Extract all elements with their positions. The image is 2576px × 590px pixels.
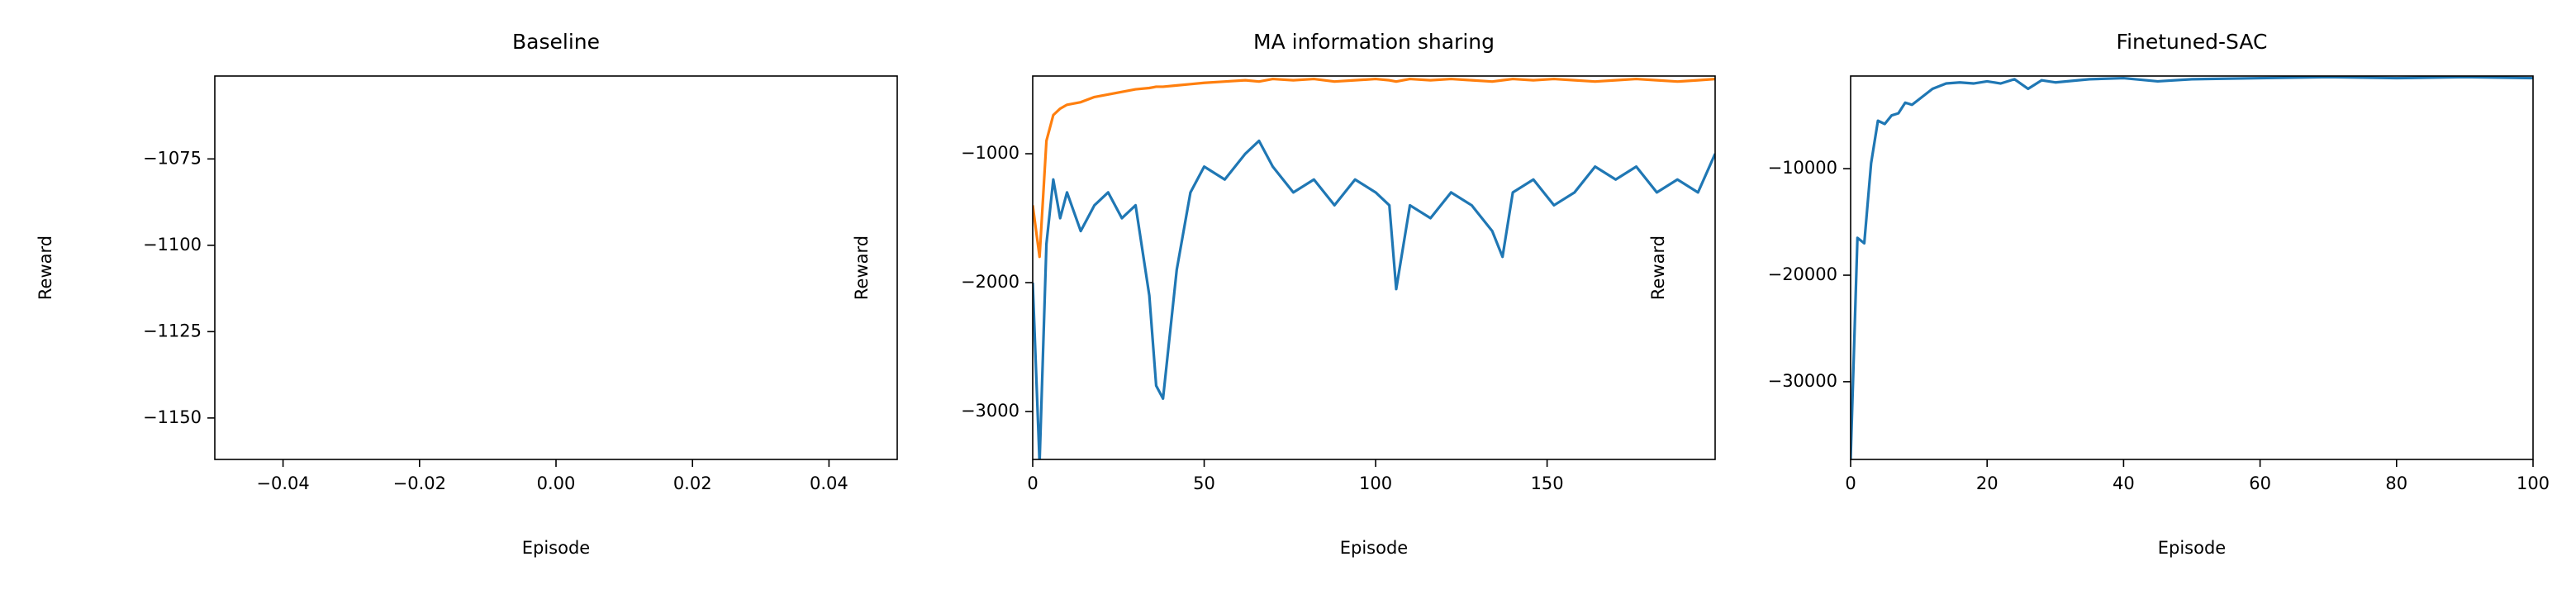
y-tick-label: −1125 bbox=[143, 321, 202, 340]
y-tick-label: −3000 bbox=[961, 401, 1019, 421]
y-tick-label: −30000 bbox=[1768, 371, 1837, 391]
axes-frame bbox=[214, 75, 898, 460]
subplot: Baseline Episode Reward −0.04 −0.02 0.00 0.02 0… bbox=[36, 30, 898, 558]
chart-title: Finetuned-SAC bbox=[2117, 30, 2268, 54]
x-tick-label: 0.04 bbox=[810, 473, 848, 493]
y-tick-label: −2000 bbox=[961, 272, 1019, 292]
x-axis-label: Episode bbox=[2158, 538, 2226, 558]
axes-frame bbox=[1850, 75, 2534, 460]
x-tick-label: 20 bbox=[1976, 473, 1999, 493]
x-tick-label: 80 bbox=[2385, 473, 2407, 493]
data-line bbox=[1851, 76, 2533, 459]
y-axis-label: Reward bbox=[1648, 236, 1668, 300]
data-line bbox=[1033, 139, 1715, 459]
y-axis-label: Reward bbox=[36, 236, 55, 300]
x-tick-label: 60 bbox=[2249, 473, 2271, 493]
x-axis-label: Episode bbox=[522, 538, 590, 558]
chart-title: MA information sharing bbox=[1253, 30, 1495, 54]
y-tick-label: −20000 bbox=[1768, 264, 1837, 284]
x-tick-label: 0 bbox=[1027, 473, 1038, 493]
data-line bbox=[1033, 77, 1715, 259]
y-tick-label: −1100 bbox=[143, 235, 202, 255]
y-tick-label: −1000 bbox=[961, 143, 1019, 163]
x-tick-label: −0.04 bbox=[256, 473, 309, 493]
x-tick-label: 0.02 bbox=[673, 473, 712, 493]
axes-frame bbox=[1032, 75, 1716, 460]
x-tick-label: 50 bbox=[1193, 473, 1215, 493]
x-axis-label: Episode bbox=[1340, 538, 1408, 558]
x-tick-label: 100 bbox=[2517, 473, 2550, 493]
x-tick-label: 0.00 bbox=[537, 473, 576, 493]
x-tick-label: 100 bbox=[1359, 473, 1392, 493]
x-tick-label: −0.02 bbox=[393, 473, 446, 493]
subplot: MA information sharing Episode Reward 0 50 10… bbox=[852, 30, 1716, 558]
y-tick-label: −1150 bbox=[143, 407, 202, 427]
y-axis-label: Reward bbox=[852, 236, 872, 300]
chart-title: Baseline bbox=[512, 30, 600, 54]
y-tick-label: −10000 bbox=[1768, 158, 1837, 178]
x-tick-label: 150 bbox=[1531, 473, 1564, 493]
y-tick-label: −1075 bbox=[143, 148, 202, 168]
x-tick-label: 0 bbox=[1845, 473, 1856, 493]
subplot: Finetuned-SAC Episode Reward 0 20 40 60 80 100 −3… bbox=[1648, 30, 2550, 558]
x-tick-label: 40 bbox=[2113, 473, 2135, 493]
